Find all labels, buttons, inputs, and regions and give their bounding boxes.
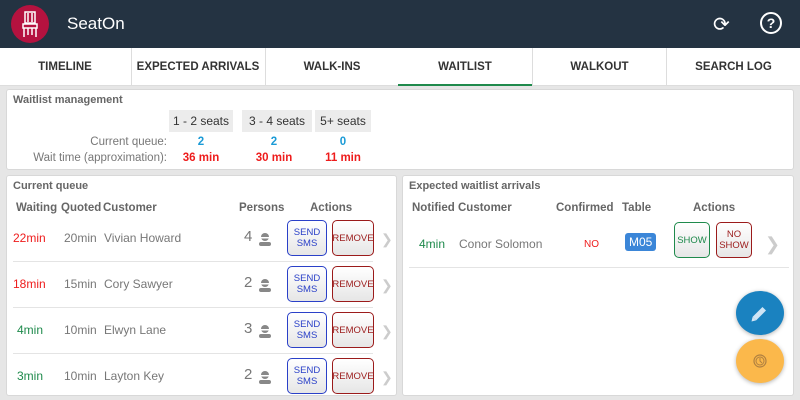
- chevron-right-icon[interactable]: ❯: [381, 231, 393, 247]
- seat-group-1-2: 1 - 2 seats: [169, 110, 233, 132]
- persons-count: 4: [244, 228, 253, 245]
- queue-count: 2: [197, 136, 205, 148]
- sms-label: SEND: [293, 365, 321, 376]
- history-fab-button[interactable]: [736, 339, 784, 383]
- col-actions: Actions: [693, 202, 736, 214]
- person-icon: [259, 279, 271, 292]
- person-icon: [259, 371, 271, 384]
- queue-row[interactable]: 18min 15min Cory Sawyer 2 SEND SMS REMOVE…: [13, 262, 393, 308]
- sms-label: SMS: [296, 238, 318, 249]
- tab-timeline[interactable]: TIMELINE: [38, 61, 92, 73]
- col-waiting: Waiting: [16, 202, 58, 214]
- wait-time: 30 min: [255, 152, 293, 164]
- chevron-right-icon[interactable]: ❯: [381, 323, 393, 339]
- quoted-time: 10min: [64, 369, 97, 383]
- queue-count: 0: [339, 136, 347, 148]
- sms-label: SEND: [293, 227, 321, 238]
- persons-count: 3: [244, 320, 253, 337]
- edit-fab-button[interactable]: [736, 291, 784, 335]
- col-notified: Notified: [412, 202, 455, 214]
- table-badge[interactable]: M05: [625, 233, 657, 251]
- current-queue-panel: Current queue Waiting Quoted Customer Pe…: [6, 175, 397, 396]
- sms-label: SMS: [296, 330, 318, 341]
- notified-time: 4min: [419, 237, 446, 251]
- customer-name: Layton Key: [104, 369, 165, 383]
- remove-button[interactable]: REMOVE: [332, 220, 374, 256]
- clock-icon: [753, 354, 767, 368]
- panel-title: Waitlist management: [13, 94, 123, 106]
- remove-button[interactable]: REMOVE: [332, 358, 374, 394]
- waiting-time: 22min: [13, 231, 46, 245]
- help-icon[interactable]: ?: [760, 12, 782, 34]
- app-header: SeatOn ⟳ ?: [0, 0, 800, 48]
- wait-time: 11 min: [325, 152, 361, 164]
- arrival-row[interactable]: 4min Conor Solomon NO M05 SHOW NO SHOW ❯: [409, 222, 789, 268]
- person-icon: [259, 233, 271, 246]
- col-customer: Customer: [458, 202, 512, 214]
- tab-search-log[interactable]: SEARCH LOG: [666, 48, 800, 86]
- col-quoted: Quoted: [61, 202, 102, 214]
- tab-walkout[interactable]: WALKOUT: [532, 48, 666, 86]
- customer-name: Elwyn Lane: [104, 323, 167, 337]
- no-show-label: NO: [726, 229, 742, 240]
- remove-button[interactable]: REMOVE: [332, 266, 374, 302]
- chair-logo-icon: [11, 5, 49, 43]
- tab-expected-arrivals[interactable]: EXPECTED ARRIVALS: [131, 48, 264, 86]
- show-button[interactable]: SHOW: [674, 222, 710, 258]
- panel-title: Expected waitlist arrivals: [409, 180, 541, 192]
- waitlist-management-panel: Waitlist management 1 - 2 seats 3 - 4 se…: [6, 89, 794, 170]
- send-sms-button[interactable]: SEND SMS: [287, 266, 327, 302]
- queue-row[interactable]: 3min 10min Layton Key 2 SEND SMS REMOVE ❯: [13, 354, 393, 395]
- chevron-right-icon[interactable]: ❯: [381, 369, 393, 385]
- quoted-time: 10min: [64, 323, 97, 337]
- remove-button[interactable]: REMOVE: [332, 312, 374, 348]
- persons-count: 2: [244, 274, 253, 291]
- customer-name: Vivian Howard: [104, 231, 182, 245]
- chevron-right-icon[interactable]: ❯: [765, 234, 781, 254]
- persons-count: 2: [244, 366, 253, 383]
- waiting-time: 4min: [17, 323, 44, 337]
- wait-time: 36 min: [182, 152, 220, 164]
- tab-bar: TIMELINE EXPECTED ARRIVALS WALK-INS WAIT…: [0, 48, 800, 86]
- col-persons: Persons: [239, 202, 285, 214]
- col-table: Table: [622, 202, 652, 214]
- pencil-icon: [751, 306, 767, 322]
- chevron-right-icon[interactable]: ❯: [381, 277, 393, 293]
- customer-name: Cory Sawyer: [104, 277, 173, 291]
- col-actions: Actions: [310, 202, 353, 214]
- quoted-time: 15min: [64, 277, 97, 291]
- send-sms-button[interactable]: SEND SMS: [287, 312, 327, 348]
- queue-row[interactable]: 4min 10min Elwyn Lane 3 SEND SMS REMOVE ❯: [13, 308, 393, 354]
- queue-count: 2: [270, 136, 278, 148]
- confirmed-status: NO: [584, 239, 599, 250]
- current-queue-label: Current queue:: [90, 136, 167, 148]
- col-confirmed: Confirmed: [556, 202, 614, 214]
- app-title: SeatOn: [67, 14, 125, 33]
- waiting-time: 18min: [13, 277, 46, 291]
- col-customer: Customer: [103, 202, 157, 214]
- person-icon: [259, 325, 271, 338]
- customer-name: Conor Solomon: [459, 237, 543, 251]
- refresh-icon[interactable]: ⟳: [713, 14, 730, 36]
- expected-arrivals-panel: Expected waitlist arrivals Notified Cust…: [402, 175, 794, 396]
- send-sms-button[interactable]: SEND SMS: [287, 220, 327, 256]
- sms-label: SEND: [293, 273, 321, 284]
- no-show-label: SHOW: [719, 240, 749, 251]
- seat-group-3-4: 3 - 4 seats: [242, 110, 312, 132]
- no-show-button[interactable]: NO SHOW: [716, 222, 752, 258]
- tab-waitlist[interactable]: WAITLIST: [398, 48, 532, 86]
- sms-label: SEND: [293, 319, 321, 330]
- sms-label: SMS: [296, 376, 318, 387]
- send-sms-button[interactable]: SEND SMS: [287, 358, 327, 394]
- queue-row[interactable]: 22min 20min Vivian Howard 4 SEND SMS REMO…: [13, 216, 393, 262]
- wait-time-label: Wait time (approximation):: [33, 152, 167, 164]
- seat-group-5-plus: 5+ seats: [315, 110, 371, 132]
- waiting-time: 3min: [17, 369, 44, 383]
- sms-label: SMS: [296, 284, 318, 295]
- quoted-time: 20min: [64, 231, 97, 245]
- tab-walk-ins[interactable]: WALK-INS: [265, 48, 398, 86]
- panel-title: Current queue: [13, 180, 89, 192]
